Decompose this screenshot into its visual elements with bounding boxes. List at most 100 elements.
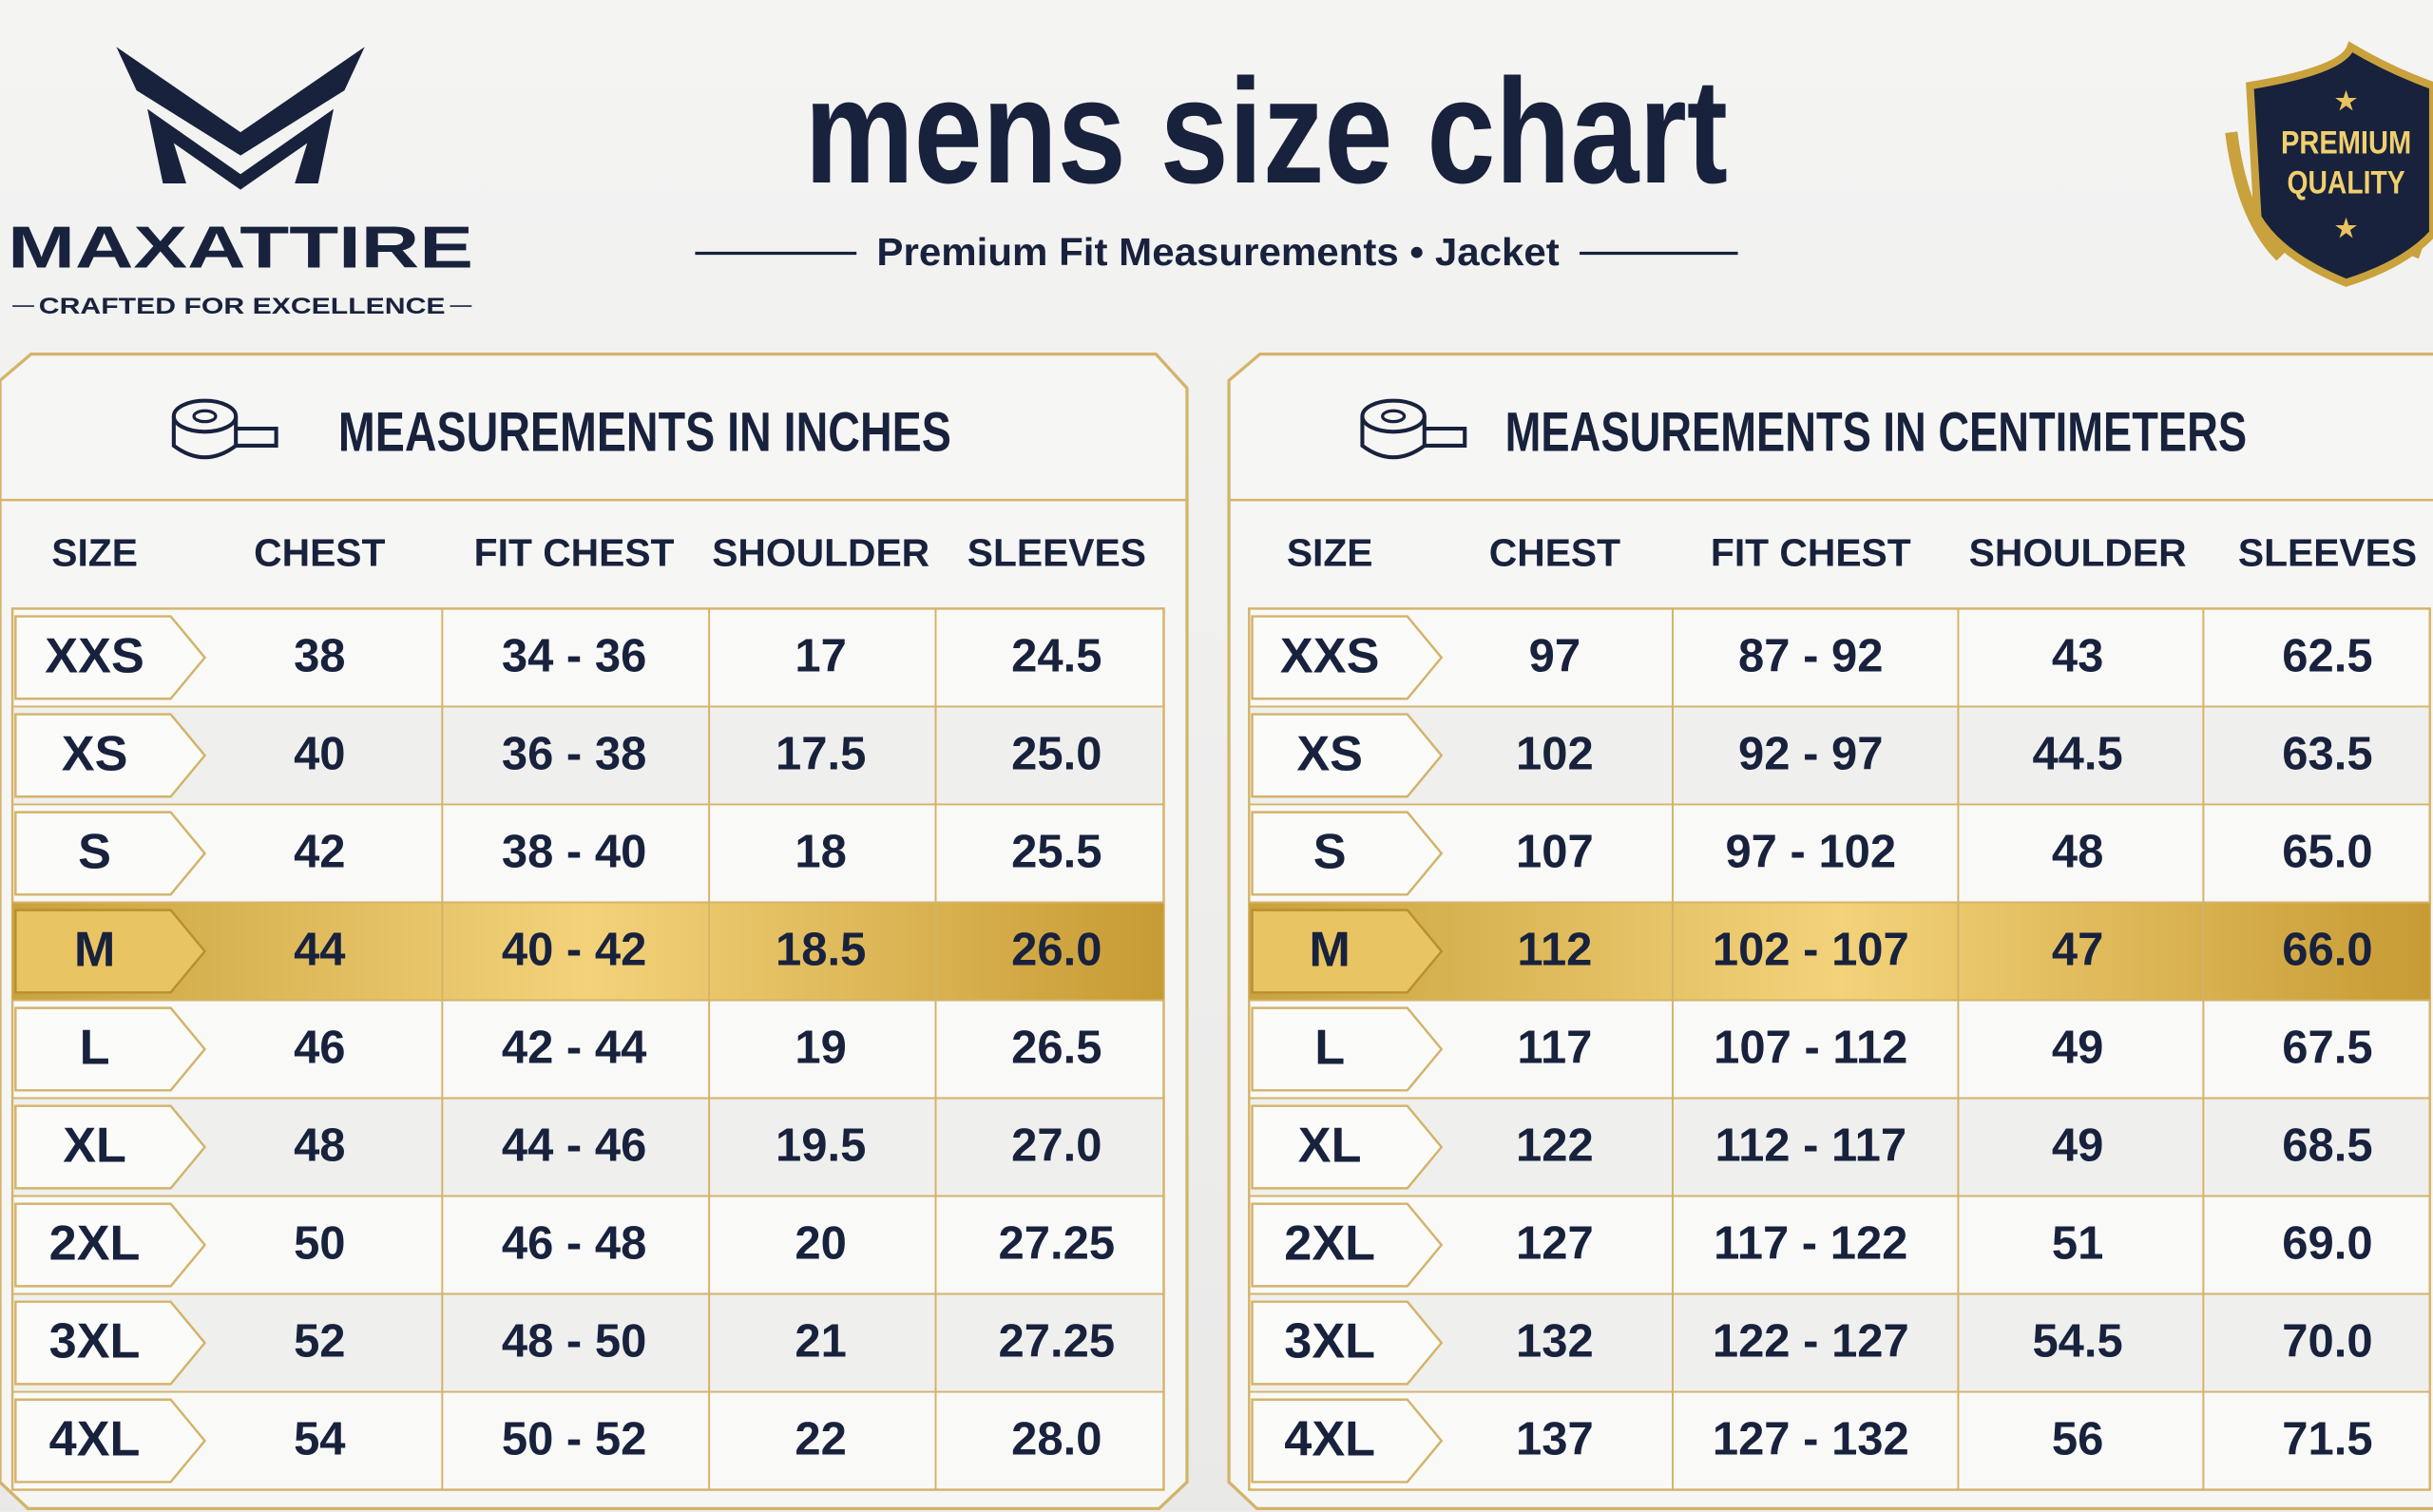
cell: 18 xyxy=(795,827,846,878)
cell: 46 xyxy=(294,1023,345,1074)
cell: 49 xyxy=(2052,1120,2103,1172)
cell: 56 xyxy=(2052,1414,2103,1465)
cell: 65.0 xyxy=(2282,827,2372,878)
tape-icon xyxy=(171,415,278,460)
size-tab xyxy=(1251,1202,1444,1288)
column-header: SHOULDER xyxy=(1969,531,2187,575)
size-label: 2XL xyxy=(49,1215,141,1271)
size-label: L xyxy=(80,1020,110,1075)
column-header: SLEEVES xyxy=(2238,531,2417,575)
size-tab xyxy=(1251,811,1444,896)
cell: 67.5 xyxy=(2282,1023,2372,1074)
cell: 44 - 46 xyxy=(502,1120,646,1172)
cell: 51 xyxy=(2052,1218,2103,1270)
cell: 54.5 xyxy=(2032,1316,2122,1368)
cell: 38 xyxy=(294,630,345,681)
cell: 107 - 112 xyxy=(1714,1023,1907,1074)
cell: 112 - 117 xyxy=(1715,1120,1907,1172)
size-label: S xyxy=(1313,824,1347,879)
size-tab xyxy=(14,713,207,798)
title: mens size chart xyxy=(805,48,1728,215)
size-tab xyxy=(1251,1006,1444,1092)
tape-icon xyxy=(1381,409,1407,424)
size-tab xyxy=(1251,615,1444,700)
column-header: FIT CHEST xyxy=(474,531,675,575)
cell: 48 xyxy=(294,1120,345,1172)
highlight-row xyxy=(1249,902,2430,1001)
column-header: SIZE xyxy=(1287,531,1373,575)
size-label: 3XL xyxy=(49,1313,141,1368)
cell: 137 xyxy=(1516,1414,1594,1465)
badge-shield xyxy=(2246,41,2433,287)
cell: 48 xyxy=(2052,827,2103,878)
cell: 49 xyxy=(2052,1023,2103,1074)
size-label: XL xyxy=(63,1118,126,1173)
cell: 27.0 xyxy=(1011,1120,1102,1172)
cell: 97 xyxy=(1529,630,1580,681)
brand-name: MAXATTIRE xyxy=(8,215,473,280)
size-label: L xyxy=(1314,1020,1345,1075)
badge-text: QUALITY xyxy=(2288,165,2405,201)
cell: 63.5 xyxy=(2282,728,2372,779)
size-tab xyxy=(1251,909,1444,994)
table-title: MEASUREMENTS IN INCHES xyxy=(338,402,951,464)
cell: 122 xyxy=(1516,1120,1594,1172)
tables: MEASUREMENTS IN INCHES SIZE CHEST FIT CHEST… xyxy=(0,353,2433,1510)
size-label: 2XL xyxy=(1284,1215,1375,1271)
size-label: XS xyxy=(1296,726,1363,781)
cell: 122 - 127 xyxy=(1713,1316,1909,1368)
cell: 19 xyxy=(795,1023,846,1074)
size-tab xyxy=(14,615,207,700)
cell: 44.5 xyxy=(2032,728,2122,779)
cell: 92 - 97 xyxy=(1738,728,1883,779)
cell: 20 xyxy=(795,1218,846,1270)
cell: 17.5 xyxy=(776,728,866,779)
subtitle: Premium Fit Measurements • Jacket xyxy=(876,230,1560,274)
cell: 25.0 xyxy=(1011,728,1102,779)
size-label: M xyxy=(1309,922,1351,977)
size-tab xyxy=(14,1202,207,1288)
cell: 26.5 xyxy=(1011,1023,1102,1074)
cell: 117 xyxy=(1517,1023,1592,1074)
cell: 127 - 132 xyxy=(1713,1414,1909,1465)
star: ★ xyxy=(2335,214,2358,242)
badge-text: PREMIUM xyxy=(2281,124,2411,161)
cell: 68.5 xyxy=(2282,1120,2372,1172)
cell: 87 - 92 xyxy=(1738,630,1883,681)
size-tab xyxy=(14,1006,207,1092)
column-header: SLEEVES xyxy=(967,531,1146,575)
cell: 38 - 40 xyxy=(502,827,646,878)
cell: 42 - 44 xyxy=(502,1023,646,1074)
size-tab xyxy=(1251,1104,1444,1190)
size-label: 3XL xyxy=(1284,1313,1375,1368)
cell: 40 - 42 xyxy=(502,925,646,976)
cell: 34 - 36 xyxy=(502,630,646,681)
row-shade xyxy=(1250,1098,2429,1196)
cell: 17 xyxy=(795,630,846,681)
cell: 27.25 xyxy=(999,1218,1116,1270)
size-label: XL xyxy=(1298,1118,1362,1173)
size-tab xyxy=(1251,1398,1444,1483)
size-label: S xyxy=(78,824,111,879)
cell: 47 xyxy=(2052,925,2103,976)
tape-icon xyxy=(1360,415,1467,460)
cell: 42 xyxy=(294,827,345,878)
column-header: CHEST xyxy=(1489,531,1620,575)
cell: 26.0 xyxy=(1011,925,1102,976)
table-title: MEASUREMENTS IN CENTIMETERS xyxy=(1505,402,2247,464)
cell: 19.5 xyxy=(776,1120,866,1172)
tape-icon xyxy=(192,409,218,424)
cell: 62.5 xyxy=(2282,630,2372,681)
cell: 127 xyxy=(1516,1218,1594,1270)
size-tab xyxy=(14,909,207,994)
cell: 52 xyxy=(294,1316,345,1368)
cell: 112 xyxy=(1517,925,1592,976)
cell: 43 xyxy=(2052,630,2103,681)
row-shade xyxy=(1250,706,2429,805)
cell: 40 xyxy=(294,728,345,779)
cell: 102 xyxy=(1516,728,1594,779)
cell: 69.0 xyxy=(2282,1218,2372,1270)
cell: 50 - 52 xyxy=(502,1414,646,1465)
cell: 66.0 xyxy=(2282,925,2372,976)
size-label: 4XL xyxy=(49,1412,141,1467)
